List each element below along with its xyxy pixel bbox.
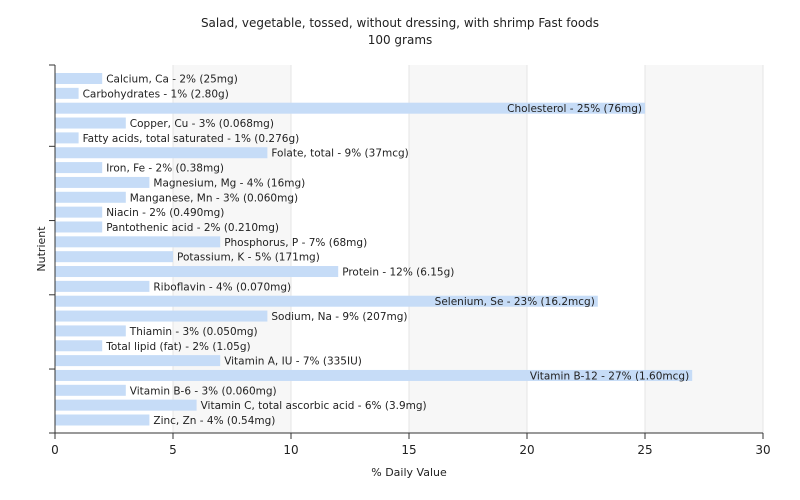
bar-label: Zinc, Zn - 4% (0.54mg): [153, 415, 275, 427]
bar: [55, 102, 645, 114]
bar: [55, 384, 126, 396]
bar: [55, 132, 79, 144]
bar-label: Selenium, Se - 23% (16.2mcg): [435, 296, 595, 308]
x-axis-label: % Daily Value: [371, 466, 447, 479]
bar-label: Riboflavin - 4% (0.070mg): [153, 281, 291, 293]
bar-label: Iron, Fe - 2% (0.38mg): [106, 163, 224, 175]
bar: [55, 191, 126, 203]
x-tick-label: 15: [401, 443, 416, 457]
bar: [55, 162, 103, 174]
bar-label: Vitamin C, total ascorbic acid - 6% (3.9…: [201, 400, 427, 412]
bar-label: Manganese, Mn - 3% (0.060mg): [130, 192, 298, 204]
bar: [55, 340, 103, 352]
bar: [55, 310, 268, 322]
bar-label: Pantothenic acid - 2% (0.210mg): [106, 222, 279, 234]
bar: [55, 147, 268, 159]
bar: [55, 325, 126, 337]
bar: [55, 73, 103, 84]
bar: [55, 176, 150, 188]
bar-label: Vitamin B-12 - 27% (1.60mcg): [530, 370, 689, 382]
bar-label: Total lipid (fat) - 2% (1.05g): [105, 341, 250, 353]
x-tick-label: 30: [755, 443, 770, 457]
bar-label: Fatty acids, total saturated - 1% (0.276…: [83, 133, 300, 145]
bar-label: Phosphorus, P - 7% (68mg): [224, 237, 367, 249]
bar-label: Carbohydrates - 1% (2.80g): [83, 88, 229, 100]
bar: [55, 369, 693, 381]
x-tick-label: 25: [637, 443, 652, 457]
bar: [55, 355, 221, 367]
x-tick-label: 5: [169, 443, 177, 457]
bar: [55, 87, 79, 99]
bar: [55, 266, 339, 278]
chart-title: Salad, vegetable, tossed, without dressi…: [201, 16, 599, 30]
bar: [55, 221, 103, 233]
bar: [55, 280, 150, 292]
bar-label: Cholesterol - 25% (76mg): [507, 103, 642, 115]
bars: Calcium, Ca - 2% (25mg) Carbohydrates - 1…: [55, 73, 693, 427]
bar-label: Niacin - 2% (0.490mg): [106, 207, 224, 219]
x-ticks: 0 5 10 15 20 25 30: [51, 433, 771, 457]
bar-label: Vitamin B-6 - 3% (0.060mg): [130, 385, 277, 397]
bar-label: Magnesium, Mg - 4% (16mg): [153, 177, 305, 189]
bar-label: Potassium, K - 5% (171mg): [177, 252, 320, 264]
chart-subtitle: 100 grams: [368, 33, 433, 47]
bar-label: Folate, total - 9% (37mcg): [271, 148, 408, 160]
bar-label: Thiamin - 3% (0.050mg): [129, 326, 258, 338]
bar: [55, 295, 598, 307]
y-axis-label: Nutrient: [35, 226, 48, 272]
bar: [55, 117, 126, 129]
bar: [55, 236, 221, 248]
bar: [55, 414, 150, 426]
bar: [55, 251, 173, 263]
x-tick-label: 0: [51, 443, 59, 457]
bar-label: Sodium, Na - 9% (207mg): [271, 311, 407, 323]
bar: [55, 399, 197, 411]
x-tick-label: 20: [519, 443, 534, 457]
bar-label: Protein - 12% (6.15g): [342, 267, 454, 279]
bar: [55, 206, 103, 218]
bar-label: Calcium, Ca - 2% (25mg): [106, 74, 238, 86]
bar-label: Copper, Cu - 3% (0.068mg): [130, 118, 274, 130]
bar-label: Vitamin A, IU - 7% (335IU): [224, 356, 362, 368]
x-tick-label: 10: [283, 443, 298, 457]
